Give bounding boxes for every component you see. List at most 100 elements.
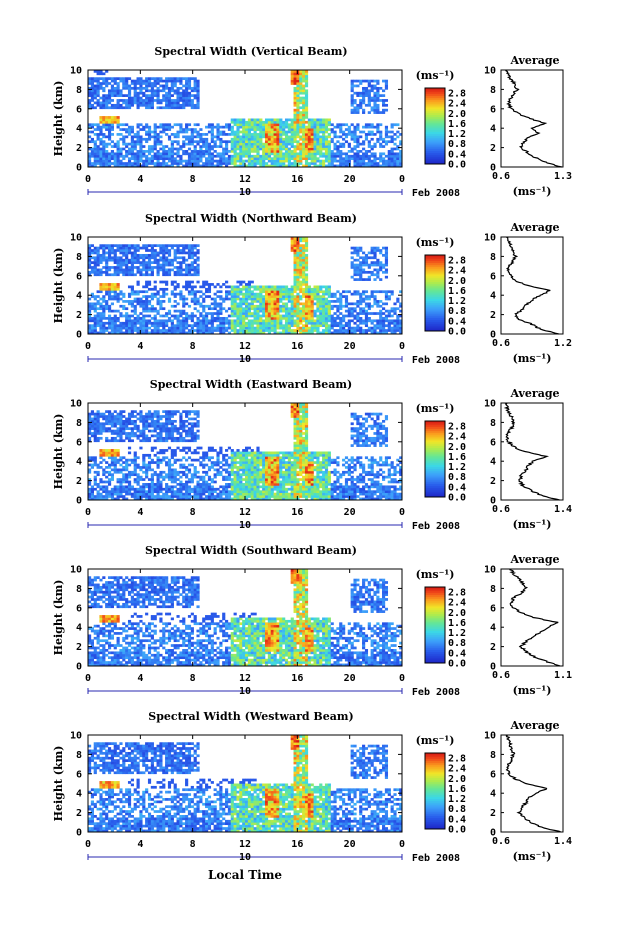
heatmap-cell bbox=[399, 133, 403, 136]
heatmap-cell bbox=[142, 86, 146, 90]
heatmap-cell bbox=[162, 253, 166, 257]
heatmap-cell bbox=[122, 147, 126, 151]
heatmap-cell bbox=[136, 246, 140, 250]
heatmap-cell bbox=[347, 326, 351, 330]
heatmap-cell bbox=[187, 140, 192, 144]
heatmap-cell bbox=[384, 135, 389, 139]
heatmap-cell bbox=[136, 101, 140, 105]
heatmap-cell bbox=[299, 287, 303, 291]
heatmap-cell bbox=[139, 253, 143, 257]
heatmap-cell bbox=[113, 324, 117, 328]
heatmap-cell bbox=[202, 317, 206, 320]
heatmap-cell bbox=[367, 251, 371, 255]
heatmap-cell bbox=[222, 300, 226, 303]
heatmap-cell bbox=[293, 140, 297, 144]
heatmap-cell bbox=[299, 246, 303, 250]
heatmap-cell bbox=[227, 133, 232, 136]
heatmap-cell bbox=[96, 490, 100, 494]
heatmap-cell bbox=[110, 256, 114, 260]
heatmap-cell bbox=[88, 297, 92, 301]
heatmap-cell bbox=[299, 270, 303, 274]
heatmap-cell bbox=[93, 91, 97, 95]
heatmap-cell bbox=[107, 101, 112, 105]
heatmap-cell bbox=[196, 290, 200, 294]
heatmap-cell bbox=[105, 96, 109, 100]
heatmap-cell bbox=[147, 79, 152, 83]
heatmap-cell bbox=[310, 307, 314, 311]
y-tick-label: 8 bbox=[76, 252, 82, 263]
heatmap-cell bbox=[187, 99, 192, 102]
colorbar-tick-label: 0.8 bbox=[448, 139, 466, 150]
heatmap-cell bbox=[105, 123, 109, 127]
heatmap-cell bbox=[176, 326, 180, 330]
heatmap-cell bbox=[122, 137, 126, 141]
heatmap-cell bbox=[319, 312, 323, 315]
heatmap-cell bbox=[296, 140, 300, 144]
heatmap-cell bbox=[156, 94, 160, 97]
heatmap-cell bbox=[196, 302, 200, 306]
heatmap-cell bbox=[99, 297, 103, 301]
heatmap-cell bbox=[299, 268, 303, 272]
heatmap-cell bbox=[107, 159, 112, 163]
heatmap-cell bbox=[127, 106, 132, 110]
heatmap-cell bbox=[359, 295, 363, 298]
heatmap-cell bbox=[304, 145, 309, 148]
heatmap-cell bbox=[170, 331, 174, 335]
heatmap-cell bbox=[119, 324, 123, 328]
heatmap-cell bbox=[133, 497, 137, 501]
heatmap-cell bbox=[282, 290, 286, 294]
heatmap-cell bbox=[304, 103, 309, 107]
heatmap-cell bbox=[185, 79, 189, 83]
heatmap-cell bbox=[110, 79, 114, 83]
heatmap-cell bbox=[344, 140, 349, 144]
heatmap-cell bbox=[242, 300, 246, 303]
heatmap-cell bbox=[227, 321, 232, 325]
heatmap-cell bbox=[125, 261, 129, 264]
heatmap-cell bbox=[293, 314, 297, 318]
heatmap-cell bbox=[125, 312, 129, 315]
heatmap-cell bbox=[276, 159, 280, 163]
heatmap-cell bbox=[282, 314, 286, 318]
heatmap-cell bbox=[88, 246, 92, 250]
heatmap-cell bbox=[113, 419, 117, 423]
heatmap-cell bbox=[119, 419, 123, 423]
heatmap-cell bbox=[273, 128, 277, 131]
heatmap-cell bbox=[165, 84, 169, 88]
heatmap-cell bbox=[344, 164, 349, 168]
heatmap-cell bbox=[373, 329, 377, 332]
heatmap-cell bbox=[110, 329, 114, 332]
heatmap-cell bbox=[276, 321, 280, 325]
heatmap-cell bbox=[290, 246, 294, 250]
heatmap-cell bbox=[310, 133, 314, 136]
heatmap-cell bbox=[142, 244, 146, 247]
heatmap-cell bbox=[356, 154, 360, 158]
heatmap-cell bbox=[102, 116, 106, 119]
heatmap-cell bbox=[290, 128, 294, 131]
heatmap-cell bbox=[162, 307, 166, 311]
heatmap-cell bbox=[99, 142, 103, 146]
heatmap-cell bbox=[96, 246, 100, 250]
heatmap-cell bbox=[125, 142, 129, 146]
heatmap-cell bbox=[359, 319, 363, 323]
heatmap-cell bbox=[342, 137, 346, 141]
heatmap-cell bbox=[225, 140, 229, 144]
heatmap-cell bbox=[287, 162, 291, 165]
heatmap-cell bbox=[119, 429, 123, 433]
heatmap-cell bbox=[187, 91, 192, 95]
heatmap-cell bbox=[296, 89, 300, 93]
heatmap-cell bbox=[102, 473, 106, 477]
heatmap-cell bbox=[250, 295, 254, 298]
heatmap-cell bbox=[370, 154, 374, 158]
heatmap-cell bbox=[250, 304, 254, 308]
heatmap-cell bbox=[225, 164, 229, 168]
heatmap-cell bbox=[270, 319, 274, 323]
heatmap-cell bbox=[133, 324, 137, 328]
colorbar-swatch bbox=[425, 124, 445, 127]
heatmap-cell bbox=[99, 137, 103, 141]
heatmap-cell bbox=[216, 152, 220, 156]
heatmap-cell bbox=[262, 154, 266, 158]
heatmap-cell bbox=[296, 317, 300, 320]
heatmap-cell bbox=[250, 329, 254, 332]
heatmap-cell bbox=[102, 297, 106, 301]
heatmap-cell bbox=[324, 118, 329, 122]
